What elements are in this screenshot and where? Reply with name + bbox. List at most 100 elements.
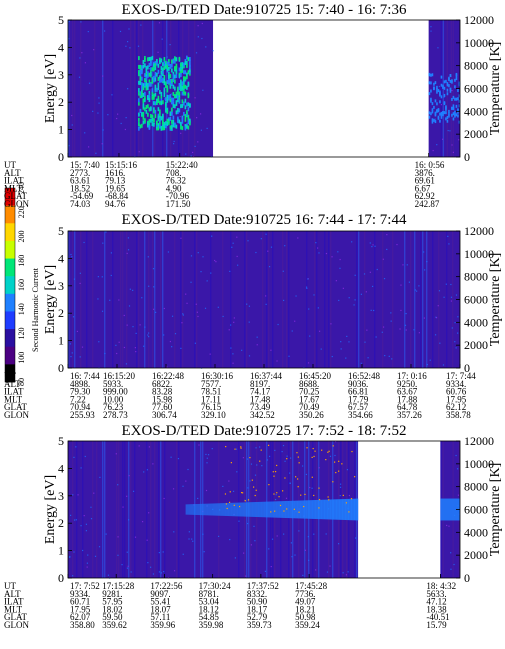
data-speckle	[274, 449, 276, 452]
row-value: 358.80	[70, 620, 95, 630]
band-cell	[257, 501, 260, 518]
hotspot-cell	[153, 93, 155, 98]
hotspot-cell	[172, 97, 175, 102]
data-streak	[136, 20, 138, 157]
data-streak	[164, 441, 166, 578]
hotspot-cell	[160, 116, 163, 121]
data-streak	[446, 20, 449, 157]
data-speckle	[104, 352, 106, 355]
band-cell	[308, 500, 311, 519]
data-streak	[154, 441, 156, 578]
hotspot-cell	[168, 66, 170, 71]
band-cell	[221, 503, 224, 516]
data-speckle	[147, 332, 150, 334]
band-cell	[302, 500, 305, 519]
row-value: 7577.	[201, 379, 221, 389]
row-value: 357.26	[397, 410, 422, 420]
hotspot-cell	[180, 87, 182, 92]
band-cell	[328, 499, 330, 520]
data-speckle	[73, 551, 75, 553]
hotspot-cell	[448, 109, 450, 113]
y-tick-label: 5	[58, 13, 64, 27]
data-streak	[154, 231, 156, 368]
row-value: 329.10	[201, 410, 226, 420]
hotspot-cell	[184, 105, 187, 110]
hotspot-cell	[184, 70, 187, 75]
hotspot-cell	[175, 101, 178, 106]
hotspot-cell	[189, 57, 191, 62]
hotspot-cell	[159, 120, 161, 125]
band-cell	[208, 503, 210, 516]
y-tick-label: 0	[58, 150, 64, 164]
data-speckle	[450, 296, 453, 298]
hotspot-cell	[175, 57, 178, 62]
hotspot-cell	[147, 112, 149, 117]
row-label-glat: GLAT	[4, 402, 27, 412]
band-cell	[205, 503, 207, 516]
data-speckle	[152, 463, 154, 465]
data-streak	[104, 441, 106, 578]
hotspot-cell	[156, 87, 158, 92]
data-speckle	[414, 289, 417, 291]
hotspot-cell	[431, 110, 434, 114]
band-cell	[325, 499, 327, 520]
hotspot-cell	[174, 122, 176, 127]
hotspot-cell	[430, 89, 432, 93]
band-cell	[253, 502, 255, 517]
data-speckle	[79, 272, 81, 274]
hotspot-cell	[186, 55, 188, 60]
data-speckle	[78, 76, 81, 78]
row-value: 16: 7:44	[70, 371, 100, 381]
data-speckle	[197, 497, 199, 500]
hotspot-cell	[177, 110, 179, 115]
data-speckle	[134, 347, 136, 349]
data-speckle	[68, 145, 70, 147]
hotspot-cell	[157, 82, 160, 87]
hotspot-cell	[145, 109, 148, 114]
hotspot-cell	[448, 78, 450, 82]
hotspot-cell	[434, 99, 437, 103]
data-speckle	[232, 362, 234, 364]
band-cell	[334, 499, 336, 520]
data-speckle	[152, 573, 155, 575]
data-speckle	[147, 334, 149, 336]
data-streak	[438, 231, 440, 368]
data-speckle	[207, 454, 210, 456]
row-value: 18.17	[247, 604, 268, 614]
data-speckle	[436, 144, 438, 146]
row-label-mlt: MLT	[4, 183, 23, 193]
row-value: 359.62	[102, 620, 127, 630]
data-speckle	[118, 341, 120, 343]
data-speckle	[317, 307, 319, 309]
scatter-dot	[351, 450, 353, 453]
hotspot-cell	[184, 60, 187, 65]
row-value: 19.65	[105, 183, 126, 193]
scatter-dot	[286, 508, 288, 510]
data-streak	[102, 441, 104, 578]
colorbar-swatch	[5, 293, 15, 312]
data-speckle	[282, 444, 285, 447]
row-value: 64.78	[397, 402, 418, 412]
row-value: 60.71	[70, 597, 90, 607]
data-speckle	[297, 237, 299, 239]
data-speckle	[143, 471, 145, 473]
row-value: 3876.	[415, 168, 435, 178]
band-cell	[224, 503, 227, 516]
hotspot-cell	[181, 99, 184, 104]
data-speckle	[209, 353, 211, 355]
data-streak	[268, 231, 270, 368]
scatter-dot	[273, 475, 275, 477]
data-streak	[96, 441, 98, 578]
row-value: 999.00	[103, 387, 128, 397]
data-streak	[80, 231, 82, 368]
hotspot-cell	[437, 89, 440, 93]
data-speckle	[338, 543, 340, 545]
data-speckle	[140, 24, 142, 26]
band-cell	[331, 499, 333, 520]
hotspot-cell	[180, 125, 182, 130]
hotspot-cell	[166, 94, 169, 99]
hotspot-cell	[171, 81, 173, 86]
data-speckle	[339, 267, 341, 269]
row-label-ut: UT	[4, 371, 16, 381]
y2-tick-label: 10000	[464, 457, 494, 471]
